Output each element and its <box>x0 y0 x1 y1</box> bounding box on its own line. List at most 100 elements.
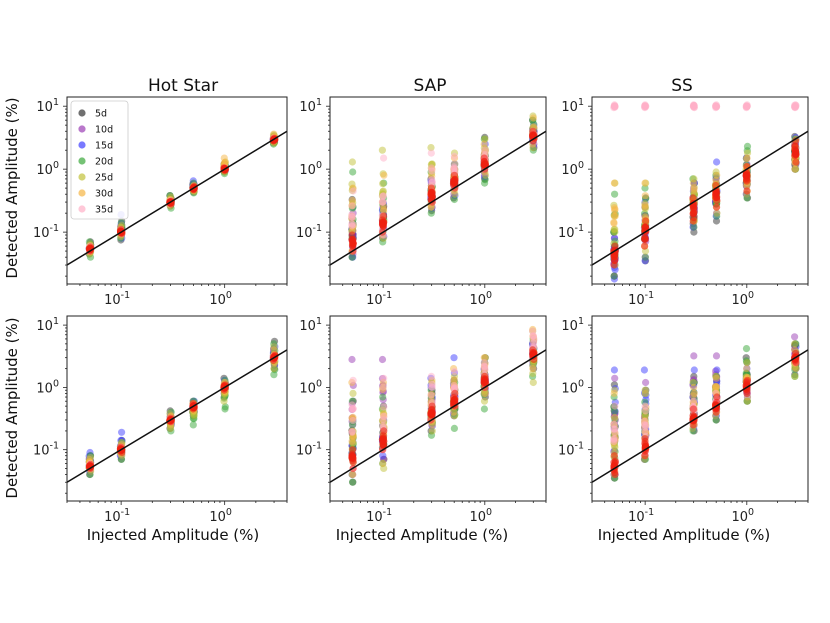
point-20d-x2 <box>690 223 698 231</box>
y-tick-label: 101 <box>299 97 322 115</box>
point-core-x5 <box>792 158 800 166</box>
x-tick-label: 10-1 <box>104 290 130 308</box>
legend-marker-20d <box>78 157 86 165</box>
point-20d-x3 <box>189 421 197 429</box>
point-25d-x4 <box>220 397 228 405</box>
point-20d-x3 <box>450 195 458 204</box>
point-core-x0 <box>349 236 357 244</box>
point-20d-x4 <box>743 142 752 150</box>
point-20d-x0 <box>611 408 619 416</box>
point-10d-x0 <box>611 374 619 382</box>
legend-label-15d: 15d <box>95 141 113 152</box>
point-core-x0 <box>611 468 619 476</box>
point-35d-x0 <box>610 101 619 109</box>
point-core-x2 <box>689 194 697 202</box>
point-30d-x0 <box>349 470 357 479</box>
panel-5: 10-1 100 101 10-1 100 <box>558 315 809 525</box>
point-35d-x2 <box>427 372 435 380</box>
point-35d-x0 <box>349 187 357 195</box>
axis-ticks <box>588 105 809 288</box>
legend-label-10d: 10d <box>95 125 113 136</box>
axis-ticks <box>326 324 547 505</box>
point-35d-x1 <box>380 154 388 162</box>
point-35d-x4 <box>743 101 751 109</box>
point-25d-x4 <box>480 397 489 405</box>
point-25d-x1 <box>379 180 387 188</box>
point-35d-x2 <box>428 176 436 184</box>
point-20d-x0 <box>349 478 357 486</box>
panel-3: 10-1 100 101 10-1 100 <box>33 315 288 525</box>
y-tick-label: 101 <box>561 97 584 115</box>
point-25d-x2 <box>428 427 436 435</box>
y-tick-label: 101 <box>561 316 584 334</box>
axes-frame <box>66 315 288 502</box>
point-core-x4 <box>480 379 488 387</box>
axes-frame <box>591 315 809 502</box>
point-core-x2 <box>428 402 436 410</box>
point-15d-x2 <box>690 366 698 374</box>
y-tick-label: 10-1 <box>296 441 322 459</box>
axis-ticks <box>63 324 288 505</box>
point-35d-x4 <box>480 359 488 367</box>
point-10d-x2 <box>690 352 698 360</box>
point-30d-x5 <box>529 114 538 122</box>
point-20d-x1 <box>379 393 387 401</box>
legend-label-30d: 30d <box>95 189 113 200</box>
legend-marker-5d <box>78 109 86 117</box>
point-35d-x1 <box>641 101 649 109</box>
point-35d-x0 <box>349 376 357 384</box>
point-25d-x4 <box>743 359 751 367</box>
point-core-x4 <box>480 154 488 162</box>
point-core-x3 <box>451 389 459 397</box>
point-30d-x0 <box>610 389 618 397</box>
point-30d-x4 <box>220 154 228 162</box>
point-core-x5 <box>792 149 800 157</box>
point-15d-x1 <box>118 428 126 436</box>
x-tick-label: 10-1 <box>366 290 392 308</box>
point-30d-x0 <box>611 413 619 421</box>
point-20d-x0 <box>610 272 618 280</box>
point-30d-x3 <box>450 408 458 416</box>
legend-label-35d: 35d <box>95 205 113 216</box>
point-20d-x1 <box>641 253 650 261</box>
point-30d-x5 <box>792 365 800 373</box>
panel-1: 10-1 100 101 10-1 100 <box>296 96 547 308</box>
point-15d-x3 <box>713 158 721 166</box>
point-core-x5 <box>530 352 538 360</box>
point-30d-x1 <box>641 203 649 211</box>
axes-frame <box>329 96 547 285</box>
point-core-x3 <box>450 171 458 179</box>
point-core-x2 <box>427 409 435 417</box>
point-30d-x1 <box>380 171 388 179</box>
y-tick-label: 100 <box>561 378 584 396</box>
point-25d-x5 <box>791 372 799 380</box>
point-20d-x4 <box>742 345 751 353</box>
reference-line-y-equals-x <box>330 349 546 483</box>
point-35d-x1 <box>379 198 387 206</box>
x-tick-label: 100 <box>209 507 232 525</box>
point-35d-x1 <box>380 412 388 420</box>
x-tick-label: 100 <box>209 290 232 308</box>
point-35d-x2 <box>690 397 698 405</box>
point-core-x0 <box>611 242 619 250</box>
x-tick-label: 10-1 <box>628 290 654 308</box>
xlabel-col-3: Injected Amplitude (%) <box>598 526 771 544</box>
point-core-x4 <box>481 159 489 168</box>
point-core-x1 <box>379 437 387 445</box>
point-core-x1 <box>640 235 649 243</box>
point-10d-x1 <box>378 355 387 364</box>
y-tick-label: 10-1 <box>33 441 59 459</box>
point-core-x1 <box>380 212 388 220</box>
legend-marker-25d <box>78 173 86 181</box>
point-35d-x2 <box>690 101 698 109</box>
point-35d-x3 <box>712 101 720 109</box>
legend: 5d 10d 15d 20d 25d 30d 35d <box>70 100 129 220</box>
x-tick-label: 10-1 <box>366 507 392 525</box>
point-30d-x2 <box>689 179 698 187</box>
point-core-x0 <box>348 231 356 239</box>
point-20d-x0 <box>348 253 356 261</box>
point-25d-x0 <box>348 158 356 166</box>
point-25d-x5 <box>791 340 799 348</box>
